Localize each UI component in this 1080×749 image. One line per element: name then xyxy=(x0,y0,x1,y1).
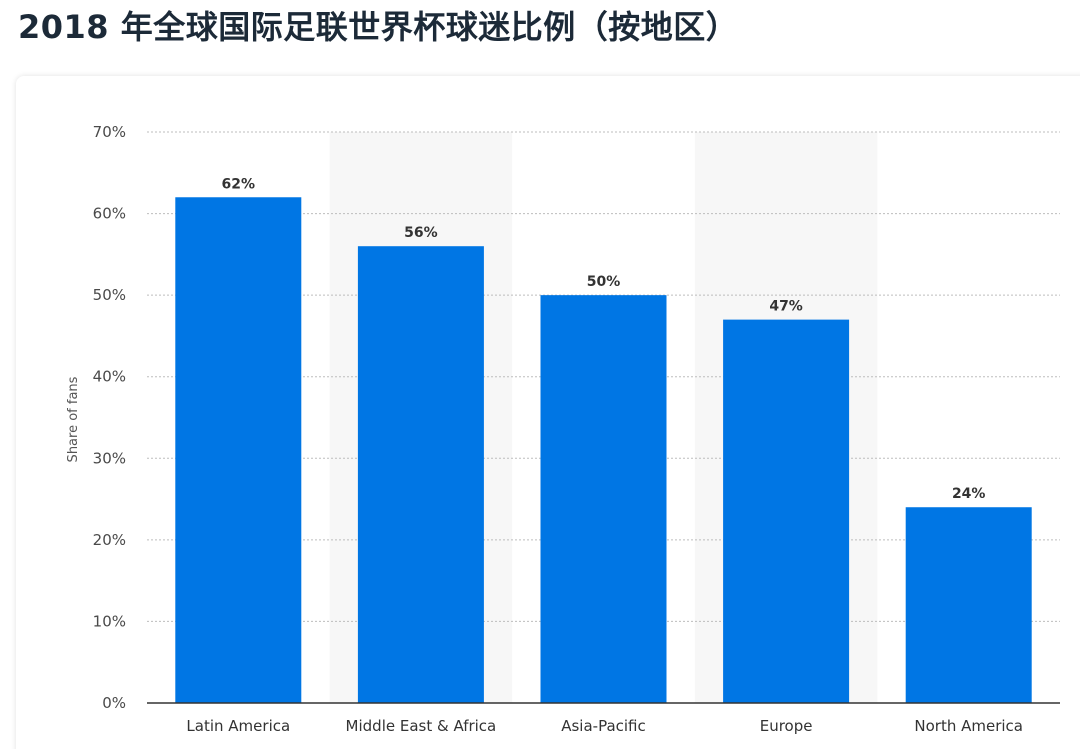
page-title: 2018 年全球国际足联世界杯球迷比例（按地区） xyxy=(18,8,739,46)
data-label: 24% xyxy=(952,486,986,502)
y-axis-title: Share of fans xyxy=(66,376,81,462)
x-tick-label: North America xyxy=(914,717,1023,735)
data-label: 56% xyxy=(404,225,438,241)
y-tick-label: 60% xyxy=(93,205,126,223)
x-tick-label: Asia-Pacific xyxy=(561,717,646,735)
bar xyxy=(357,246,484,703)
data-label: 47% xyxy=(769,299,803,315)
x-tick-label: Europe xyxy=(760,717,813,735)
y-tick-label: 50% xyxy=(93,286,126,304)
data-label: 50% xyxy=(587,274,621,290)
x-tick-label: Latin America xyxy=(186,717,290,735)
y-tick-label: 40% xyxy=(93,368,126,386)
bar xyxy=(540,295,667,703)
y-tick-label: 0% xyxy=(102,694,126,712)
y-tick-label: 10% xyxy=(93,612,126,630)
bar xyxy=(905,507,1032,703)
data-label: 62% xyxy=(222,176,256,192)
bar xyxy=(723,319,850,703)
bar xyxy=(175,197,302,703)
y-tick-label: 70% xyxy=(93,123,126,141)
y-tick-label: 20% xyxy=(93,531,126,549)
x-tick-label: Middle East & Africa xyxy=(346,717,497,735)
y-tick-label: 30% xyxy=(93,449,126,467)
